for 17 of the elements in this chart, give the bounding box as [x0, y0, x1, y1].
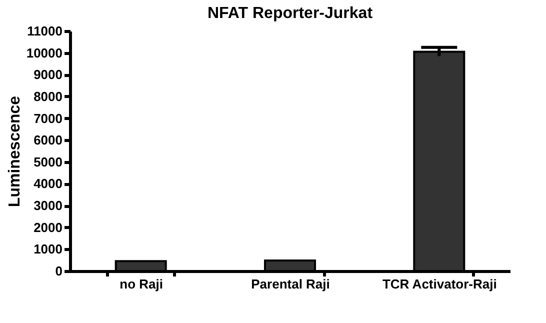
y-tick-label: 5000: [34, 154, 62, 170]
y-tick-label: 10000: [26, 45, 62, 60]
x-tick-label: Parental Raji: [251, 276, 330, 292]
y-tick-label: 0: [55, 264, 62, 278]
y-tick-label: 2000: [34, 220, 62, 235]
chart-title: NFAT Reporter-Jurkat: [207, 5, 374, 22]
x-tick-label: no Raji: [120, 276, 164, 292]
y-tick-label: 4000: [34, 176, 62, 192]
y-tick-label: 7000: [34, 110, 62, 126]
y-tick-label: 8000: [34, 88, 62, 104]
x-tick-label: TCR Activator-Raji: [382, 276, 497, 292]
y-tick-label: 1000: [34, 242, 62, 257]
y-tick-label: 6000: [34, 132, 62, 148]
y-axis-title: Luminescence: [6, 96, 24, 208]
y-tick-label: 11000: [27, 24, 62, 38]
y-tick-label: 3000: [34, 198, 62, 214]
y-tick-label: 9000: [34, 67, 62, 82]
